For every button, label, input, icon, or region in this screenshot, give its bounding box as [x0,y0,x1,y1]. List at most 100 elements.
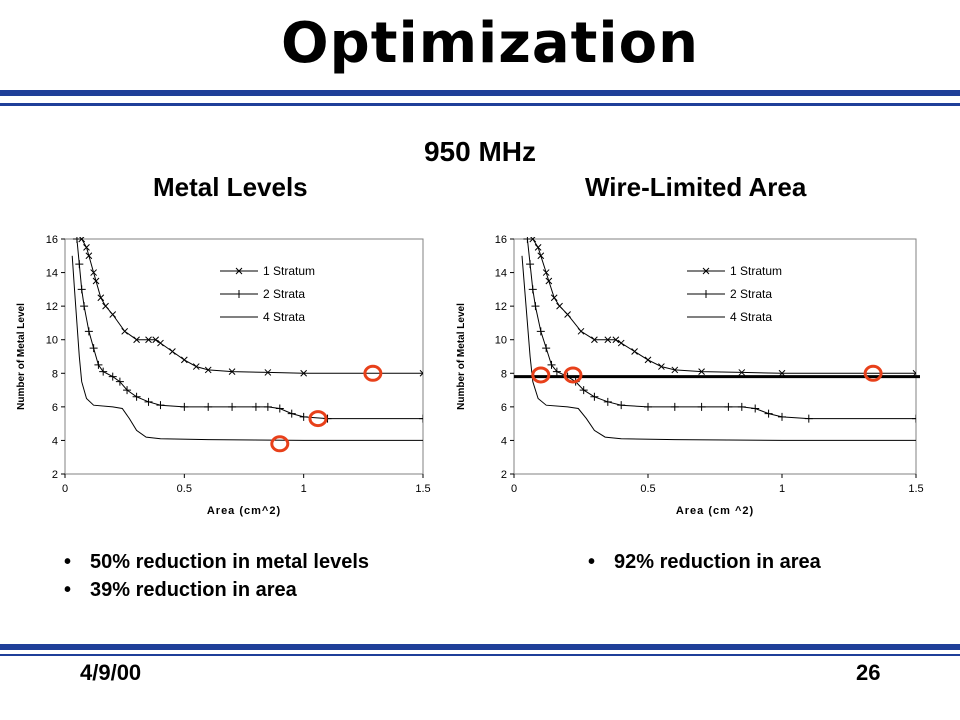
series-2-strata-marker [275,404,284,413]
series-2-strata-marker [75,260,84,269]
right-bullet-list: 92% reduction in area [588,548,821,576]
series-1-stratum-marker [121,327,129,335]
legend-1-stratum-label: 1 Stratum [730,264,782,278]
series-2-strata-marker [764,409,773,418]
wire-limited-area-chart: 2 4 6 8 10 12 14 16 0 0.5 1 1.5 Area (cm ^2) Number o… [456,234,924,517]
series-1-stratum-marker [577,327,585,335]
series-2-strata-marker [263,402,272,411]
series-1-stratum-marker [300,369,308,377]
highlight-circle [308,410,328,428]
right-bullet-1: 92% reduction in area [588,548,821,576]
series-1-stratum-marker [180,356,188,364]
y-tick-label: 2 [501,469,507,481]
y-tick-label: 14 [495,268,507,280]
x-tick-label: 1.5 [415,483,430,495]
series-1-stratum-marker [264,369,272,376]
highlight-circle [270,435,290,453]
series-1-stratum-marker [545,277,553,285]
series-2-strata-marker [299,412,308,421]
series-2-strata-marker [204,402,213,411]
series-1-stratum-marker [534,244,542,251]
left-bullet-1: 50% reduction in metal levels [64,548,369,576]
series-1-stratum-marker [192,363,200,370]
series-2-strata-marker [419,414,423,423]
x-tick-label: 1 [779,483,785,495]
series-1-stratum-marker [90,269,97,276]
legend-4-strata-label: 4 Strata [263,310,305,324]
series-1-stratum-marker [631,348,638,355]
y-tick-label: 2 [52,469,58,481]
series-2-strata-marker [84,327,93,336]
series-2-strata-marker [72,237,81,243]
series-4-strata-line [521,255,916,441]
x-tick-label: 0 [62,483,68,495]
plot-frame [513,238,917,475]
series-2-strata-marker [804,414,813,423]
series-1-stratum-marker [152,336,160,344]
plot-frame [64,238,424,475]
slide-title: Optimization [281,11,699,76]
y-tick-label: 4 [52,435,58,447]
page-number: 26 [856,660,881,685]
series-1-stratum [529,237,916,377]
footer-rule-bottom [0,654,960,656]
series-2-strata-marker [526,260,535,269]
y-tick-label: 4 [501,435,507,447]
series-2-strata-marker [617,401,626,410]
series-2-strata-marker [697,402,706,411]
y-tick-label: 6 [501,402,507,414]
series-4-strata-line [71,255,423,441]
series-2-strata-marker [523,237,532,243]
series-2-strata-marker [80,302,89,311]
series-1-stratum-marker [604,336,612,344]
legend-4-strata-label: 4 Strata [730,310,772,324]
x-tick-label: 1.5 [908,483,923,495]
series-2-strata-marker [536,327,545,336]
series-2-strata-marker [547,360,556,369]
series-1-stratum-marker [591,336,598,344]
series-1-stratum-marker [537,252,545,260]
series-2-strata-marker [287,409,296,418]
series-2-strata-line [76,238,423,420]
series-1-stratum-marker [157,339,164,347]
series-2-strata-marker [132,392,141,401]
series-2-strata-marker [912,414,916,423]
left-bullet-list: 50% reduction in metal levels 39% reduct… [64,548,369,604]
series-1-stratum-marker [529,237,537,243]
series-2-strata-marker [751,404,760,413]
y-axis-title: Number of Metal Level [456,303,467,410]
series-2-strata-marker [108,372,117,381]
x-axis-title: Area (cm ^2) [676,505,754,517]
x-tick-label: 0.5 [640,483,655,495]
series-2-strata-marker [531,302,540,311]
slide-date: 4/9/00 [80,660,142,685]
series-2-strata [72,237,423,423]
x-tick-label: 0.5 [177,483,192,495]
series-4-strata [71,255,423,441]
legend-1-stratum-marker [235,267,243,275]
legend-1-stratum-label: 1 Stratum [263,264,315,278]
series-2-strata-marker [603,397,612,406]
metal-levels-chart: 2 4 6 8 10 12 14 16 0 0.5 1 1.5 Area (cm^2) Number of… [16,234,431,517]
series-1-stratum-marker [556,302,563,310]
series-1-stratum-marker [550,294,558,302]
series-4-strata [521,255,916,441]
series-2-strata-line [526,238,916,420]
series-1-stratum-marker [97,294,105,302]
series-1-stratum-line [81,238,423,374]
series-1-stratum-marker [169,348,176,355]
series-2-strata-marker [670,402,679,411]
title-rule-top [0,90,960,96]
series-2-strata-marker [144,397,153,406]
x-axis-title: Area (cm^2) [207,505,281,517]
series-1-stratum-marker [698,368,705,375]
series-1-stratum-marker [612,336,620,344]
y-tick-label: 12 [495,301,507,313]
series-1-stratum-marker [228,368,236,375]
x-tick-label: 0 [511,483,517,495]
series-2-strata-marker [94,360,103,369]
series-2-strata-marker [528,285,537,294]
series-2-strata-marker [579,386,588,395]
left-bullet-2: 39% reduction in area [64,576,369,604]
series-2-strata [523,237,916,423]
